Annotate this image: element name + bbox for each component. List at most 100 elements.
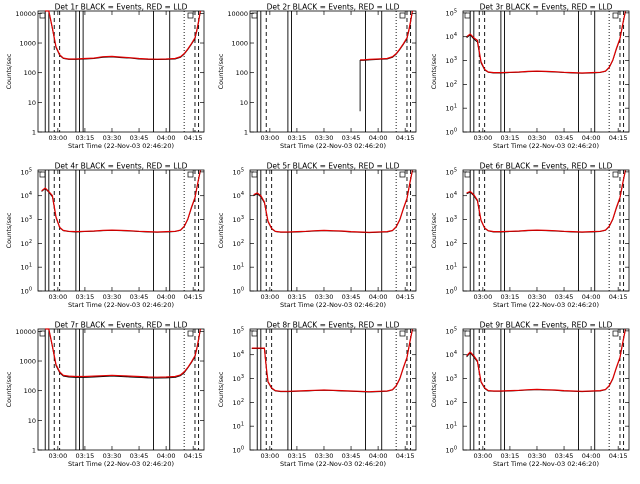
y-tick-exponent: 3 [241, 215, 244, 221]
x-tick-label: 04:15 [609, 452, 628, 460]
plot-title: Det 1r BLACK = Events, RED = LLD [55, 3, 188, 12]
y-tick-exponent: 4 [454, 32, 457, 38]
chart-panel-4: Det 4r BLACK = Events, RED = LLD 03:00 03:… [5, 162, 205, 309]
corner-box-marker [187, 12, 194, 19]
corner-box-marker [251, 12, 258, 19]
y-tick-exponent: 2 [29, 239, 32, 245]
y-axis-label: Counts/sec [430, 53, 438, 89]
y-tick-exponent: 0 [29, 287, 32, 293]
y-tick-label: 100 [21, 287, 32, 296]
x-tick-label: 03:30 [528, 452, 547, 460]
plot-frame [249, 169, 417, 292]
y-axis-label: Counts/sec [217, 212, 225, 248]
y-tick-label: 104 [446, 191, 457, 200]
y-tick-exponent: 1 [241, 263, 244, 269]
x-tick-label: 03:30 [528, 293, 547, 301]
y-tick-label: 10 [28, 99, 36, 107]
y-tick-label: 10000 [15, 328, 36, 336]
y-tick-exponent: 3 [29, 215, 32, 221]
y-tick-exponent: 2 [454, 398, 457, 404]
x-tick-label: 03:45 [555, 293, 574, 301]
y-tick-exponent: 0 [241, 287, 244, 293]
y-tick-exponent: 3 [454, 215, 457, 221]
y-tick-label: 101 [446, 422, 457, 431]
y-tick-exponent: 3 [454, 374, 457, 380]
y-tick-label: 103 [446, 215, 457, 224]
plot-title: Det 3r BLACK = Events, RED = LLD [480, 3, 613, 12]
x-tick-label: 03:00 [260, 293, 279, 301]
corner-box-marker [251, 330, 258, 337]
y-tick-label: 100 [233, 287, 244, 296]
y-tick-label: 100 [24, 387, 36, 395]
x-tick-label: 04:15 [184, 293, 203, 301]
x-tick-label: 03:45 [342, 452, 361, 460]
x-tick-label: 04:00 [582, 293, 601, 301]
x-tick-label: 03:15 [288, 134, 307, 142]
y-tick-label: 101 [233, 422, 244, 431]
y-tick-label: 100 [236, 69, 248, 77]
series-lld-line [360, 10, 413, 61]
series-lld-line [41, 170, 201, 233]
chart-panel-3: Det 3r BLACK = Events, RED = LLD 03:00 03:… [430, 3, 630, 150]
x-tick-label: 03:30 [103, 134, 122, 142]
chart-panel-7: Det 7r BLACK = Events, RED = LLD 03:00 03:… [5, 321, 205, 468]
y-tick-exponent: 0 [454, 128, 457, 134]
series-events-line [466, 11, 626, 74]
plot-title: Det 8r BLACK = Events, RED = LLD [267, 321, 400, 330]
x-tick-label: 04:15 [609, 293, 628, 301]
corner-box-marker [464, 12, 471, 19]
y-axis-label: Counts/sec [5, 371, 13, 407]
plot-title: Det 4r BLACK = Events, RED = LLD [55, 162, 188, 171]
x-tick-label: 03:30 [103, 452, 122, 460]
y-tick-label: 101 [446, 104, 457, 113]
series-lld-line [466, 170, 626, 233]
series-lld-line [45, 10, 201, 60]
y-tick-label: 100 [24, 69, 36, 77]
x-tick-label: 04:15 [184, 134, 203, 142]
x-tick-label: 04:00 [157, 134, 176, 142]
plot-frame [37, 10, 205, 133]
y-tick-exponent: 5 [241, 167, 244, 173]
x-tick-label: 03:00 [260, 452, 279, 460]
plot-frame [462, 169, 630, 292]
x-tick-label: 04:15 [609, 134, 628, 142]
corner-box-marker [464, 171, 471, 178]
y-tick-label: 105 [233, 326, 244, 335]
corner-box-marker [39, 330, 46, 337]
series-lld-line [466, 329, 626, 392]
plot-title: Det 7r BLACK = Events, RED = LLD [55, 321, 188, 330]
x-axis-label: Start Time (22-Nov-03 02:46:20) [280, 460, 386, 468]
y-tick-label: 103 [233, 215, 244, 224]
y-tick-exponent: 2 [454, 80, 457, 86]
corner-box-marker [612, 330, 619, 337]
series-events-line [45, 328, 201, 379]
x-tick-label: 04:15 [396, 293, 415, 301]
y-tick-label: 10000 [15, 10, 36, 18]
y-tick-exponent: 1 [454, 422, 457, 428]
x-tick-label: 04:00 [157, 452, 176, 460]
y-tick-label: 101 [446, 263, 457, 272]
x-tick-label: 03:45 [130, 134, 149, 142]
corner-box-marker [399, 171, 406, 178]
chart-panel-1: Det 1r BLACK = Events, RED = LLD 03:00 03:… [5, 3, 205, 150]
series-lld-line [45, 328, 201, 378]
y-tick-label: 102 [233, 398, 244, 407]
series-events-line [466, 170, 626, 233]
y-axis-label: Counts/sec [5, 53, 13, 89]
y-tick-exponent: 3 [454, 56, 457, 62]
x-tick-label: 03:30 [315, 134, 334, 142]
x-axis-label: Start Time (22-Nov-03 02:46:20) [68, 142, 174, 150]
x-tick-label: 03:15 [76, 452, 95, 460]
y-tick-exponent: 1 [454, 263, 457, 269]
chart-panel-5: Det 5r BLACK = Events, RED = LLD 03:00 03:… [217, 162, 417, 309]
y-tick-label: 10000 [227, 10, 248, 18]
x-tick-label: 04:15 [184, 452, 203, 460]
x-tick-label: 03:30 [315, 452, 334, 460]
x-tick-label: 04:00 [582, 134, 601, 142]
y-tick-label: 10 [240, 99, 248, 107]
x-axis-label: Start Time (22-Nov-03 02:46:20) [493, 460, 599, 468]
y-tick-label: 101 [233, 263, 244, 272]
y-tick-label: 104 [21, 191, 32, 200]
y-tick-exponent: 0 [241, 446, 244, 452]
